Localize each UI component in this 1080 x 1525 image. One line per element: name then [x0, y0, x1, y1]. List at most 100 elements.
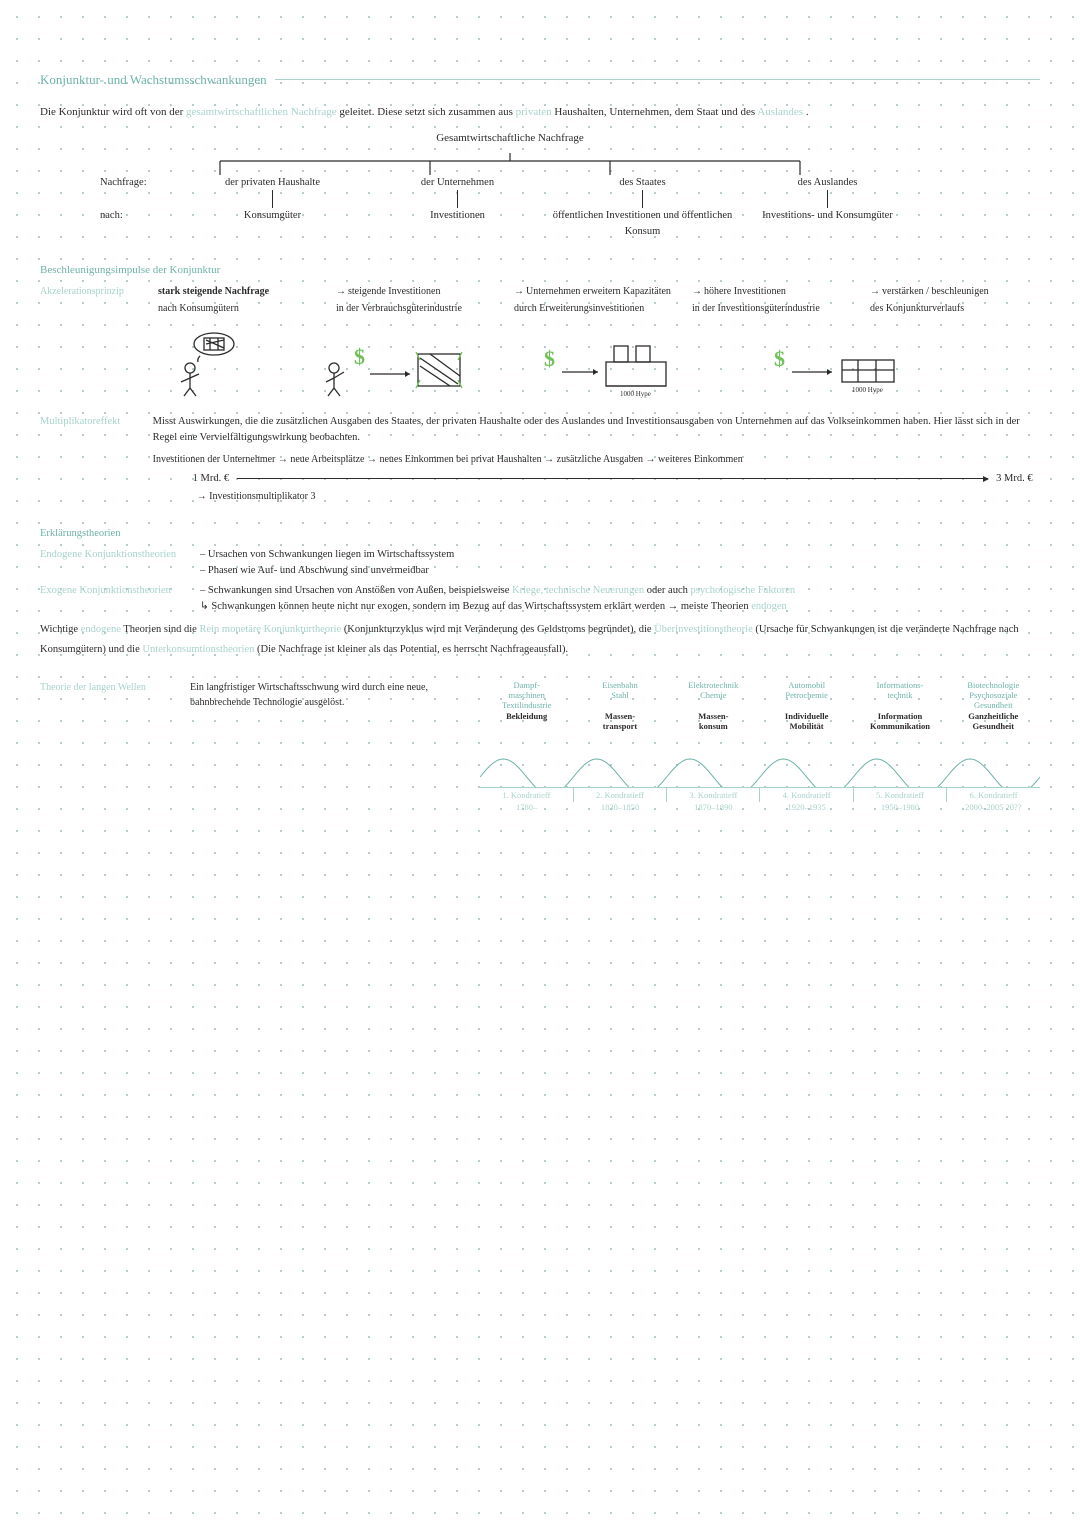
- wellen-table: Dampf-maschinenTextilindustrie Eisenbahn…: [480, 680, 1040, 733]
- tree-row2: nach: Konsumgüter Investitionen öffentli…: [100, 208, 920, 240]
- flow-t9: (Die Nachfrage ist kleiner als das Poten…: [257, 644, 568, 655]
- wmid-0: Bekleidung: [480, 711, 573, 733]
- akz-label: Akzelerationsprinzip: [40, 284, 150, 299]
- intro-pre: Die Konjunktur wird oft von der: [40, 106, 186, 118]
- flow-t1: Wichtige: [40, 624, 81, 635]
- wk-3: 4. Kondratieff: [760, 787, 853, 801]
- intro-hl2: privaten: [516, 106, 552, 118]
- demand-tree: Gesamtwirtschaftliche Nachfrage Nachfrag…: [100, 130, 920, 240]
- page-title-text: Konjunktur- und Wachstumsschwankungen: [40, 70, 267, 90]
- akz-4-l2: des Konjunkturverlaufs: [870, 301, 1040, 316]
- intro-paragraph: Die Konjunktur wird oft von der gesamtwi…: [40, 104, 1040, 121]
- wellen-top-row: Dampf-maschinenTextilindustrie Eisenbahn…: [480, 680, 1040, 711]
- erklaerung-section: Erklärungstheorien Endogene Konjunktions…: [40, 526, 1040, 661]
- wellen-mid-row: Bekleidung Massen-transport Massen-konsu…: [480, 711, 1040, 733]
- endo-label: Endogene Konjunktionstheorien: [40, 547, 200, 579]
- svg-text:$: $: [354, 344, 365, 369]
- tree-row2-c3: Investitions- und Konsumgüter: [735, 208, 920, 240]
- endo-b2: – Phasen wie Auf- und Abschwung sind unv…: [200, 563, 1040, 579]
- mult-label: Multiplikatoreffekt: [40, 414, 150, 430]
- multiplikator-section: Multiplikatoreffekt Misst Auswirkungen, …: [40, 414, 1040, 503]
- theorien-flow: Wichtige endogene Theorien sind die Rein…: [40, 620, 1040, 660]
- mult-p1: Misst Auswirkungen, die die zusätzlichen…: [153, 416, 1020, 443]
- exo-row: Exogene Konjunktionstheorien – Schwankun…: [40, 583, 1040, 615]
- endo-row: Endogene Konjunktionstheorien – Ursachen…: [40, 547, 1040, 579]
- tree-row2-c0: Konsumgüter: [180, 208, 365, 240]
- tree-stems: [100, 190, 920, 208]
- akz-1-l2: in der Verbrauchsgüterindustrie: [336, 301, 506, 316]
- akz-step-2: →Unternehmen erweitern Kapazitäten durch…: [514, 284, 684, 316]
- mult-chain: Investitionen der Unternehmer → neue Arb…: [153, 452, 1033, 467]
- wk-0: 1. Kondratieff: [480, 787, 573, 801]
- wellen-k-table: 1. Kondratieff 2. Kondratieff 3. Kondrat…: [480, 787, 1040, 814]
- wmid-4: InformationKommunikation: [853, 711, 946, 733]
- endo-txt: – Ursachen von Schwankungen liegen im Wi…: [200, 547, 1040, 579]
- flow-t2: endogene: [81, 624, 121, 635]
- intro-post1: Haushalten, Unternehmen, dem Staat und d…: [554, 106, 757, 118]
- exo-b1: – Schwankungen sind Ursachen von Anstöße…: [200, 583, 1040, 599]
- akz-2-l2: durch Erweiterungsinvestitionen: [514, 301, 684, 316]
- exo-b2: ↳ Schwankungen können heute nicht nur ex…: [200, 599, 1040, 615]
- akz-step-1: →steigende Investitionen in der Verbrauc…: [336, 284, 506, 316]
- akz-step-4: →verstärken / beschleunigen des Konjunkt…: [870, 284, 1040, 316]
- exo-b1-pre: – Schwankungen sind Ursachen von Anstöße…: [200, 585, 512, 596]
- tree-row1-c1: der Unternehmen: [365, 175, 550, 191]
- kondratieff-wave: [480, 737, 1040, 787]
- intro-mid: geleitet. Diese setzt sich zusammen aus: [339, 106, 515, 118]
- sketch-invest: $: [320, 326, 470, 396]
- akz-2-l1: Unternehmen erweitern Kapazitäten: [526, 286, 671, 297]
- mult-mk: → Investitionsmultiplikator 3: [197, 489, 1033, 504]
- wmid-3: IndividuelleMobilität: [760, 711, 853, 733]
- exo-label: Exogene Konjunktionstheorien: [40, 583, 200, 615]
- akzeleration-chain: Akzelerationsprinzip stark steigende Nac…: [40, 284, 1040, 316]
- wyr-0: 1780–: [480, 802, 573, 814]
- mult-body: Misst Auswirkungen, die die zusätzlichen…: [153, 414, 1033, 503]
- tree-root: Gesamtwirtschaftliche Nachfrage: [100, 130, 920, 147]
- wmid-5: GanzheitlicheGesundheit: [947, 711, 1040, 733]
- tree-row2-c1: Investitionen: [365, 208, 550, 240]
- svg-text:1000 Hype: 1000 Hype: [620, 390, 651, 398]
- flow-t8: Unterkonsumtionstheorien: [142, 644, 254, 655]
- exo-b2-hl: endogen: [751, 601, 787, 612]
- intro-post2: .: [806, 106, 809, 118]
- tree-row2-lead: nach:: [100, 208, 180, 240]
- akz-4-l1: verstärken / beschleunigen: [882, 286, 989, 297]
- wellen-right: Dampf-maschinenTextilindustrie Eisenbahn…: [480, 680, 1040, 813]
- lange-wellen-section: Theorie der langen Wellen Ein langfristi…: [40, 680, 1040, 813]
- akz-0-l1: stark steigende Nachfrage: [158, 286, 269, 297]
- mult-bar-left: 1 Mrd. €: [193, 471, 229, 487]
- wyr-2: 1870–1890: [667, 802, 760, 814]
- wtop-3: AutomobilPetrochemie: [760, 680, 853, 711]
- akz-3-l1: höhere Investitionen: [704, 286, 786, 297]
- akz-3-l2: in der Investitionsgüterindustrie: [692, 301, 862, 316]
- tree-row1: Nachfrage: der privaten Haushalte der Un…: [100, 175, 920, 191]
- sketch-higher-invest: $ 1000 Hype: [770, 326, 920, 396]
- mult-bar-right: 3 Mrd. €: [996, 471, 1032, 487]
- svg-text:$: $: [774, 346, 785, 371]
- flow-t4: Rein monetäre Konjunkturtheorie: [199, 624, 341, 635]
- wk-1: 2. Kondratieff: [573, 787, 666, 801]
- sketch-row: $ $ 1000 Hype $ 1000 Hype: [170, 326, 1040, 396]
- wellen-label: Theorie der langen Wellen: [40, 680, 190, 813]
- wellen-left: Theorie der langen Wellen Ein langfristi…: [40, 680, 470, 813]
- beschleunigung-section: Beschleunigungsimpulse der Konjunktur Ak…: [40, 262, 1040, 397]
- wyr-3: 1920–1935: [760, 802, 853, 814]
- akz-step-3: →höhere Investitionen in der Investition…: [692, 284, 862, 316]
- wellen-k-row: 1. Kondratieff 2. Kondratieff 3. Kondrat…: [480, 787, 1040, 801]
- wyr-4: 1950–1980: [853, 802, 946, 814]
- exo-b2-pre: ↳ Schwankungen können heute nicht nur ex…: [200, 601, 751, 612]
- wtop-5: BiotechnologiePsychosozialeGesundheit: [947, 680, 1040, 711]
- svg-text:$: $: [544, 346, 555, 371]
- wtop-4: Informations-technik: [853, 680, 946, 711]
- exo-txt: – Schwankungen sind Ursachen von Anstöße…: [200, 583, 1040, 615]
- page-title: Konjunktur- und Wachstumsschwankungen: [40, 70, 1040, 90]
- wellen-yr-row: 1780– 1830–1850 1870–1890 1920–1935 1950…: [480, 802, 1040, 814]
- wk-2: 3. Kondratieff: [667, 787, 760, 801]
- akz-step-0: stark steigende Nachfrage nach Konsumgüt…: [158, 284, 328, 316]
- mult-bar: 1 Mrd. € 3 Mrd. €: [193, 471, 1033, 487]
- erk-title: Erklärungstheorien: [40, 526, 1040, 542]
- tree-row2-c2: öffentlichen Investitionen und öffentlic…: [550, 208, 735, 240]
- wyr-1: 1830–1850: [573, 802, 666, 814]
- besch-title: Beschleunigungsimpulse der Konjunktur: [40, 262, 1040, 279]
- title-rule: [275, 79, 1040, 80]
